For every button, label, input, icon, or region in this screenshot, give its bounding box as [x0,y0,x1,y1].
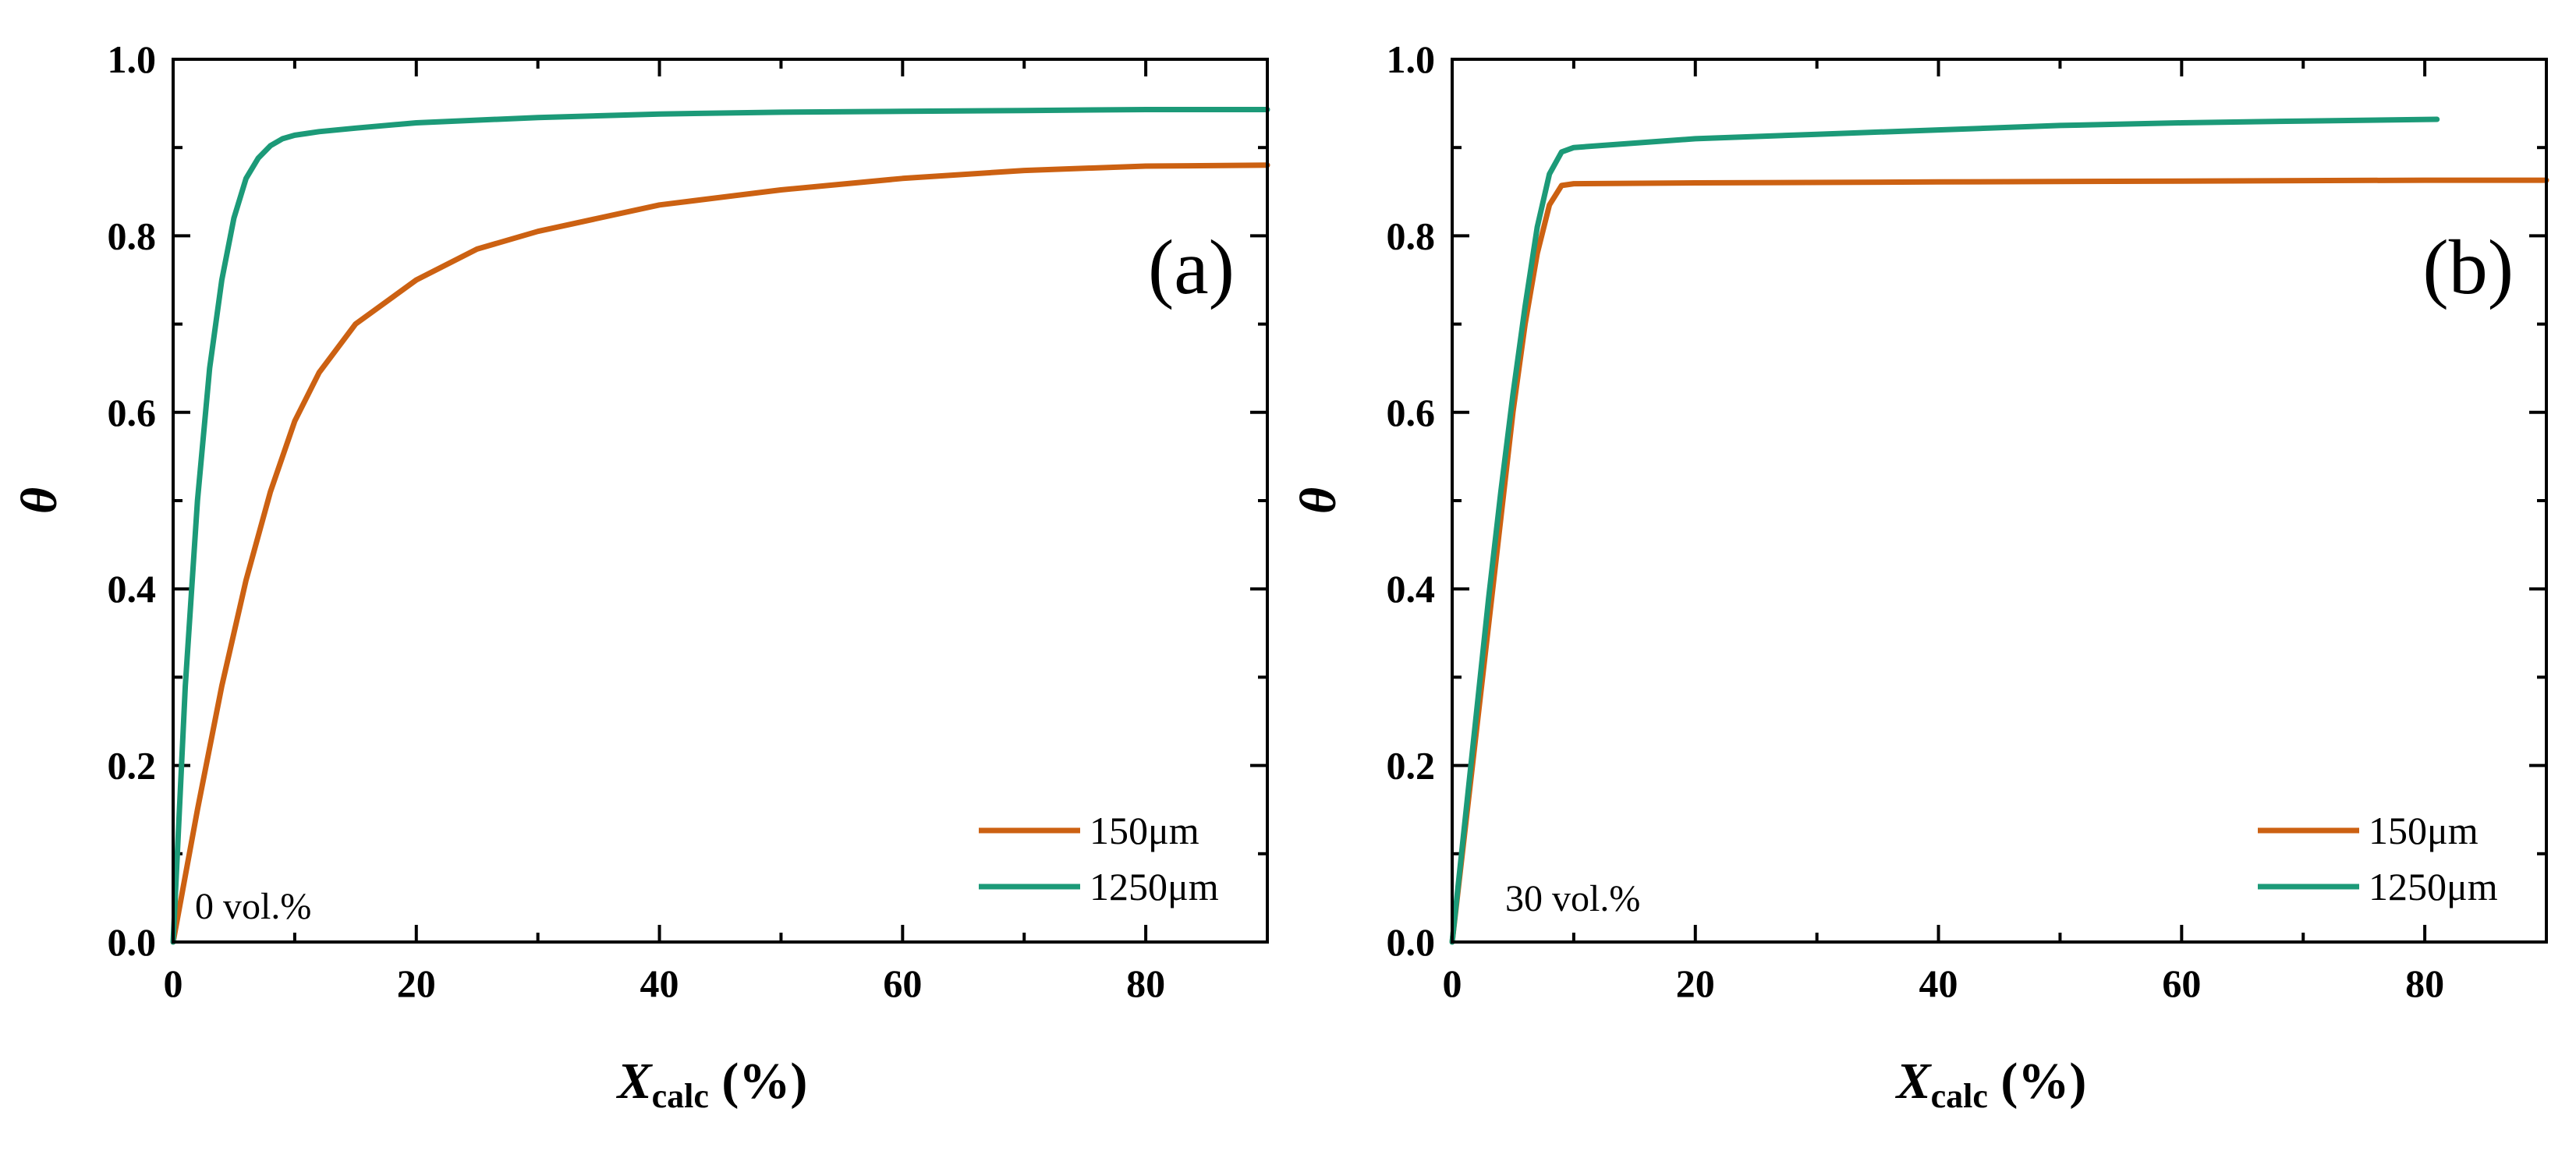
x-tick-label: 0 [164,962,183,1005]
y-axis-label-a: θ [11,487,68,514]
legend-label-1250-a: 1250μm [1090,865,1219,908]
series-line-150-a [170,162,1270,945]
x-tick-label: 60 [2162,962,2201,1005]
plot-frame-b [1451,58,2548,944]
y-tick-labels-b: 0.0 0.2 0.4 0.6 0.8 1.0 [1387,37,1436,964]
x-axis-label-sub-b: calc [1931,1077,1988,1115]
legend-label-150-a: 150μm [1090,809,1199,852]
x-tick-label: 0 [1443,962,1462,1005]
x-tick-labels-b: 0 20 40 60 80 [1443,962,2445,1005]
y-tick-label: 0.6 [1387,391,1436,434]
x-tick-label: 60 [883,962,922,1005]
legend-label-150-b: 150μm [2369,809,2479,852]
series-group-a [170,107,1270,945]
series-line-1250-b [1449,116,2440,945]
x-tick-label: 80 [1126,962,1165,1005]
series-line-1250-a [170,107,1270,945]
y-tick-label: 0.6 [108,391,157,434]
y-tick-label: 0.0 [1387,920,1436,964]
y-tick-label: 0.2 [108,744,157,788]
legend-a: 150μm 1250μm [979,809,1219,908]
x-axis-label-main-a: X [616,1053,654,1110]
annotation-a: 0 vol.% [195,886,311,927]
x-axis-label-rest-a: (%) [709,1053,807,1110]
y-tick-label: 0.2 [1387,744,1436,788]
x-tick-label: 20 [1676,962,1715,1005]
chart-panel-a: 0 20 40 60 80 0.0 0.2 0.4 0.6 0.8 1.0 Xcalc (%) θ… [11,37,1270,1115]
y-axis-label-b: θ [1290,487,1347,514]
x-tick-label: 20 [397,962,436,1005]
x-axis-label-main-b: X [1895,1053,1933,1110]
y-tick-label: 0.4 [1387,567,1436,611]
legend-label-1250-b: 1250μm [2369,865,2498,908]
panel-label-a: (a) [1148,224,1235,310]
series-group-b [1449,116,2549,945]
x-axis-label-a: Xcalc (%) [616,1053,808,1115]
chart-panel-b: 0 20 40 60 80 0.0 0.2 0.4 0.6 0.8 1.0 Xcalc (%) θ… [1290,37,2549,1115]
x-tick-label: 40 [640,962,679,1005]
y-tick-label: 0.8 [108,214,157,257]
y-tick-label: 0.4 [108,567,157,611]
panel-label-b: (b) [2422,224,2514,310]
y-tick-label: 1.0 [1387,37,1436,81]
x-tick-label: 40 [1919,962,1958,1005]
x-axis-label-rest-b: (%) [1988,1053,2086,1110]
annotation-b: 30 vol.% [1505,878,1640,919]
y-tick-label: 0.8 [1387,214,1436,257]
x-tick-label: 80 [2405,962,2444,1005]
x-axis-label-b: Xcalc (%) [1895,1053,2087,1115]
x-tick-labels-a: 0 20 40 60 80 [164,962,1166,1005]
y-tick-labels-a: 0.0 0.2 0.4 0.6 0.8 1.0 [108,37,157,964]
plot-frame-a [172,58,1269,944]
x-axis-label-sub-a: calc [652,1077,709,1115]
y-tick-label: 1.0 [108,37,157,81]
legend-b: 150μm 1250μm [2258,809,2498,908]
y-tick-label: 0.0 [108,920,157,964]
